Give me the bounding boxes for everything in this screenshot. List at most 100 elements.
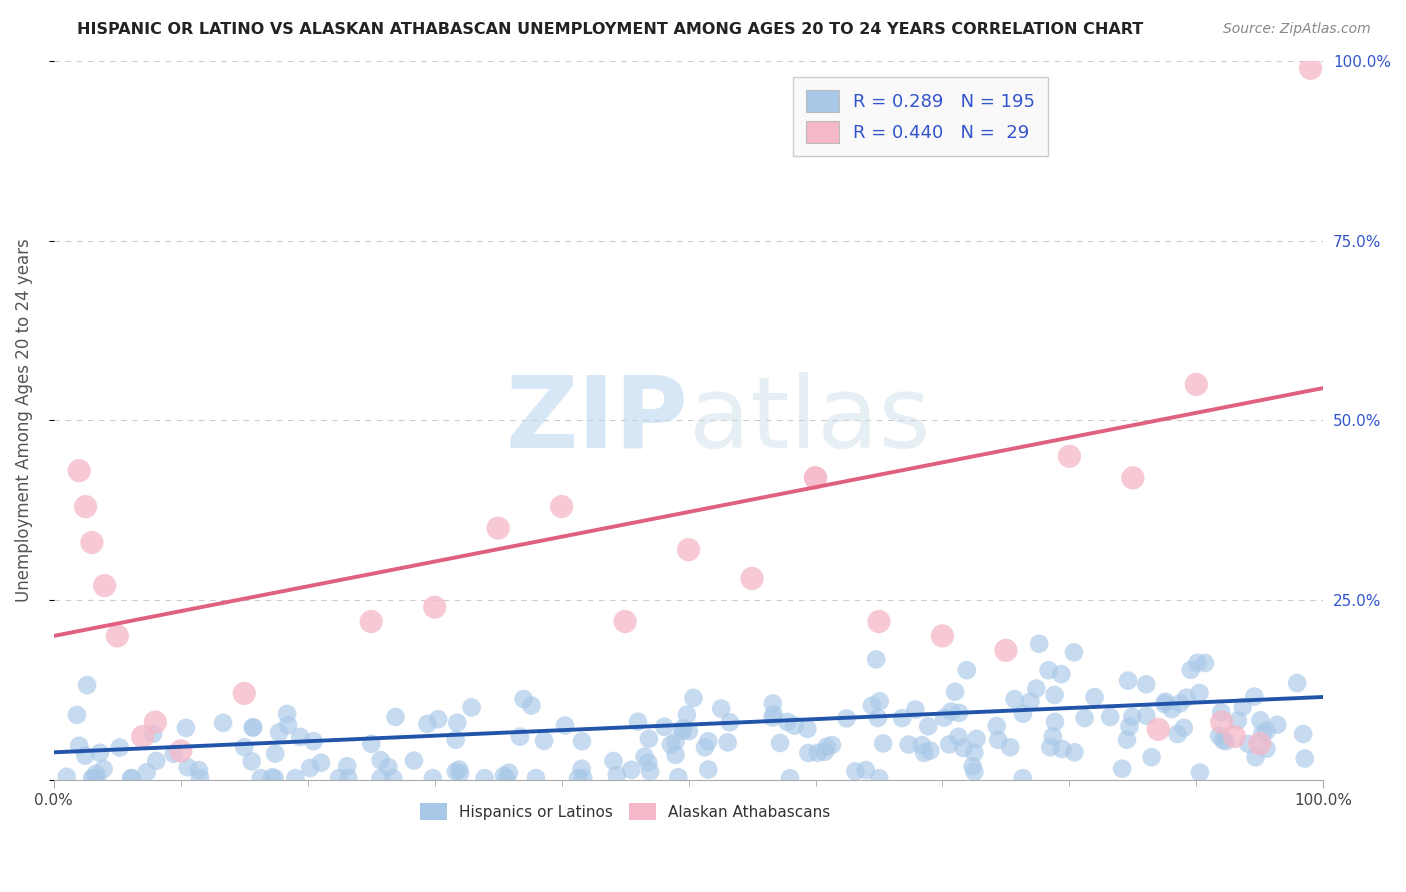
Point (1215, 734, 1237, 748)
Point (1188, 686, 1211, 700)
Point (423, 600, 446, 615)
Point (1084, 690, 1107, 705)
Point (1299, 62, 1322, 76)
Point (1012, 706, 1035, 721)
Point (328, 771, 350, 785)
Point (1135, 677, 1157, 691)
Point (1211, 715, 1233, 730)
Point (1042, 730, 1064, 744)
Point (1043, 714, 1066, 729)
Point (920, 743, 942, 757)
Point (1175, 690, 1198, 705)
Point (943, 685, 966, 699)
Point (994, 643, 1017, 657)
Point (614, 615, 637, 629)
Point (1212, 733, 1234, 747)
Point (382, 771, 405, 785)
Point (498, 765, 520, 780)
Point (1118, 719, 1140, 733)
Point (474, 771, 496, 785)
Point (242, 721, 264, 735)
Point (299, 761, 322, 775)
Point (1038, 663, 1060, 677)
Point (174, 721, 197, 735)
Point (263, 771, 285, 785)
Point (1232, 700, 1254, 714)
Point (1251, 726, 1274, 740)
Point (1160, 702, 1182, 716)
Point (652, 720, 675, 734)
Point (370, 753, 392, 767)
Point (446, 715, 468, 730)
Point (717, 735, 740, 749)
Point (1256, 741, 1278, 756)
Point (427, 712, 450, 726)
Point (1000, 740, 1022, 755)
Point (835, 711, 858, 725)
Point (821, 738, 844, 752)
Point (370, 771, 392, 785)
Point (554, 718, 576, 732)
Point (93, 762, 115, 776)
Point (1194, 656, 1216, 670)
Point (284, 771, 307, 785)
Point (264, 747, 287, 761)
Point (1025, 681, 1047, 696)
Point (360, 615, 382, 629)
Point (121, 771, 143, 785)
Point (678, 724, 700, 739)
Point (1050, 667, 1073, 681)
Point (1135, 708, 1157, 723)
Point (520, 698, 543, 713)
Point (665, 734, 688, 748)
Point (1187, 656, 1209, 670)
Point (66, 707, 89, 722)
Point (444, 764, 467, 779)
Point (1154, 695, 1177, 709)
Text: atlas: atlas (689, 372, 931, 469)
Point (797, 746, 820, 760)
Point (83, 771, 105, 785)
Point (948, 706, 970, 720)
Point (1292, 727, 1315, 741)
Point (242, 720, 264, 734)
Point (804, 471, 827, 485)
Point (269, 725, 291, 739)
Point (1063, 745, 1085, 759)
Point (710, 701, 733, 715)
Point (868, 771, 890, 785)
Point (384, 710, 406, 724)
Point (776, 714, 799, 729)
Point (872, 736, 894, 750)
Point (948, 730, 970, 744)
Point (240, 755, 263, 769)
Point (260, 770, 283, 784)
Point (637, 756, 659, 770)
Point (1256, 723, 1278, 738)
Point (1249, 737, 1271, 751)
Point (659, 738, 682, 752)
Point (676, 707, 699, 722)
Point (571, 762, 593, 776)
Point (1153, 697, 1175, 711)
Point (486, 521, 509, 535)
Point (779, 771, 801, 785)
Point (1039, 740, 1062, 755)
Point (1208, 729, 1230, 743)
Point (176, 760, 198, 774)
Point (697, 734, 720, 748)
Point (602, 754, 624, 768)
Point (89, 746, 111, 760)
Point (444, 732, 467, 747)
Point (145, 754, 167, 768)
Point (1211, 706, 1233, 720)
Point (460, 700, 482, 714)
Point (1286, 676, 1309, 690)
Point (934, 710, 956, 724)
Point (783, 718, 806, 732)
Point (844, 764, 866, 779)
Point (931, 629, 953, 643)
Point (120, 771, 142, 785)
Point (1028, 637, 1050, 651)
Point (276, 706, 298, 721)
